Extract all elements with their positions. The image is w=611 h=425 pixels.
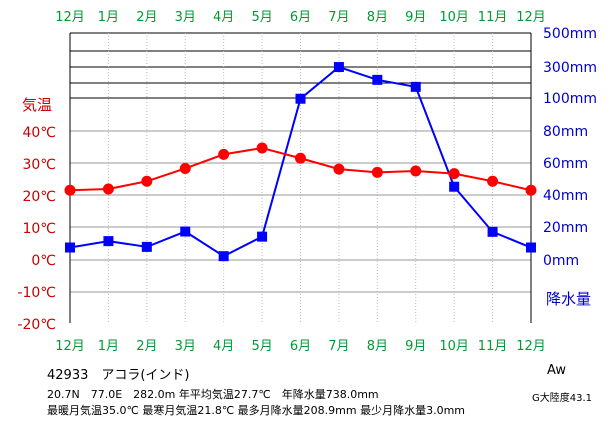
temperature-axis-title: 気温 xyxy=(22,96,52,114)
precipitation-point xyxy=(410,81,421,92)
month-label-top: 2月 xyxy=(136,10,157,25)
month-label-top: 12月 xyxy=(516,10,546,25)
precipitation-point xyxy=(449,181,460,192)
precipitation-tick: 100mm xyxy=(543,91,597,107)
temperature-point xyxy=(371,166,383,178)
temperature-tick-labels: -20℃ -10℃ 0℃ 10℃ 20℃ 30℃ 40℃ xyxy=(17,125,56,333)
temperature-point xyxy=(448,168,460,180)
precipitation-tick: 300mm xyxy=(543,60,597,76)
temperature-tick: 20℃ xyxy=(22,189,56,205)
precipitation-axis-title: 降水量 xyxy=(546,290,591,308)
temperature-point xyxy=(102,183,114,195)
temperature-tick: 30℃ xyxy=(22,157,56,173)
precipitation-point xyxy=(180,226,191,237)
month-label-top: 11月 xyxy=(478,10,508,25)
precipitation-tick: 80mm xyxy=(543,124,588,140)
temperature-point xyxy=(179,162,191,174)
precipitation-point xyxy=(65,242,75,253)
temperature-point xyxy=(525,184,537,196)
month-label-bottom: 2月 xyxy=(136,339,157,354)
temperature-point xyxy=(256,142,268,154)
precipitation-point xyxy=(526,242,536,253)
month-label-top: 4月 xyxy=(213,10,234,25)
bottom-month-labels: 12月 1月 2月 3月 4月 5月 6月 7月 8月 9月 10月 11月 12月 xyxy=(55,339,546,354)
month-label-bottom: 3月 xyxy=(175,339,196,354)
month-label-bottom: 9月 xyxy=(405,339,426,354)
month-label-top: 8月 xyxy=(367,10,388,25)
precipitation-point xyxy=(372,74,383,85)
precipitation-tick: 60mm xyxy=(543,156,588,172)
month-label-bottom: 12月 xyxy=(516,339,546,354)
temperature-tick: 40℃ xyxy=(22,125,56,141)
precipitation-tick: 500mm xyxy=(543,26,597,42)
temperature-point xyxy=(410,165,422,177)
temperature-point xyxy=(218,148,230,160)
month-label-bottom: 10月 xyxy=(439,339,469,354)
month-label-bottom: 5月 xyxy=(251,339,272,354)
temperature-tick: -10℃ xyxy=(17,285,56,301)
month-label-bottom: 12月 xyxy=(55,339,85,354)
month-label-top: 5月 xyxy=(251,10,272,25)
precipitation-point xyxy=(257,231,268,242)
month-label-top: 7月 xyxy=(328,10,349,25)
precipitation-point xyxy=(141,241,152,252)
precipitation-point xyxy=(295,93,306,104)
month-label-top: 10月 xyxy=(439,10,469,25)
temperature-point xyxy=(64,184,76,196)
temperature-point xyxy=(487,175,499,187)
precipitation-tick-labels: 0mm 20mm 40mm 60mm 80mm 100mm 300mm 500mm xyxy=(543,26,597,269)
precipitation-tick: 40mm xyxy=(543,188,588,204)
month-label-top: 12月 xyxy=(55,10,85,25)
month-label-bottom: 7月 xyxy=(328,339,349,354)
month-label-bottom: 6月 xyxy=(290,339,311,354)
precipitation-point xyxy=(218,251,229,262)
temperature-series xyxy=(64,142,537,196)
precipitation-tick: 20mm xyxy=(543,220,588,236)
precipitation-point xyxy=(333,62,344,73)
month-label-bottom: 1月 xyxy=(98,339,119,354)
temperature-tick: 0℃ xyxy=(31,253,56,269)
month-label-top: 9月 xyxy=(405,10,426,25)
temperature-point xyxy=(141,175,153,187)
precipitation-tick: 0mm xyxy=(543,253,579,269)
temperature-tick: -20℃ xyxy=(17,317,56,333)
precipitation-point xyxy=(103,236,114,247)
top-month-labels: 12月 1月 2月 3月 4月 5月 6月 7月 8月 9月 10月 11月 12月 xyxy=(55,10,546,25)
temperature-point xyxy=(333,163,345,175)
temperature-point xyxy=(295,152,306,164)
month-label-bottom: 4月 xyxy=(213,339,234,354)
precipitation-series xyxy=(65,62,536,262)
month-label-bottom: 8月 xyxy=(367,339,388,354)
month-gridlines xyxy=(107,33,494,323)
temperature-tick: 10℃ xyxy=(22,221,56,237)
month-label-bottom: 11月 xyxy=(478,339,508,354)
month-label-top: 3月 xyxy=(175,10,196,25)
precipitation-point xyxy=(487,226,498,237)
month-label-top: 6月 xyxy=(290,10,311,25)
month-label-top: 1月 xyxy=(98,10,119,25)
